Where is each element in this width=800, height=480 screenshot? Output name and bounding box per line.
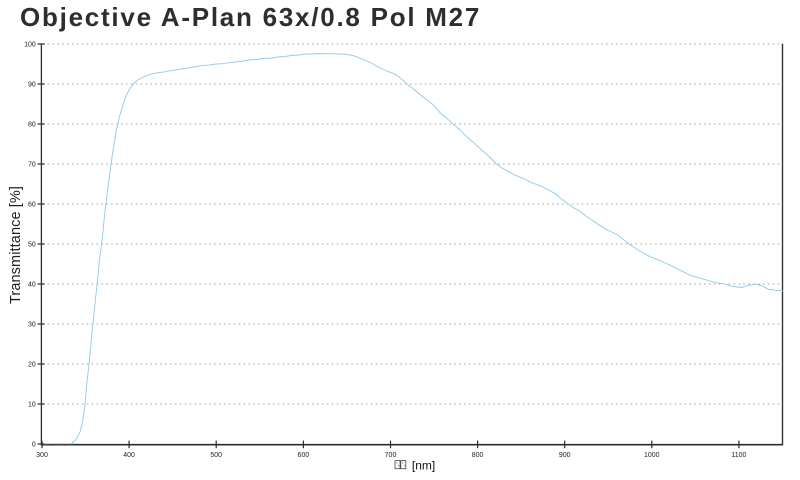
svg-text:700: 700 xyxy=(385,452,397,459)
svg-text:Transmittance [%]: Transmittance [%] xyxy=(8,186,24,304)
svg-text:100: 100 xyxy=(24,41,36,48)
svg-text:10: 10 xyxy=(28,401,36,408)
svg-text:800: 800 xyxy=(472,452,484,459)
svg-text:20: 20 xyxy=(28,361,36,368)
svg-text:90: 90 xyxy=(28,81,36,88)
svg-text:300: 300 xyxy=(36,452,48,459)
svg-text:50: 50 xyxy=(28,241,36,248)
svg-text:600: 600 xyxy=(298,452,310,459)
svg-text:900: 900 xyxy=(559,452,571,459)
svg-text:1000: 1000 xyxy=(644,452,660,459)
svg-text:60: 60 xyxy=(28,201,36,208)
svg-text:1100: 1100 xyxy=(731,452,746,459)
svg-text:30: 30 xyxy=(28,321,36,328)
svg-text:70: 70 xyxy=(28,161,36,168)
svg-text:500: 500 xyxy=(210,452,222,459)
svg-text:0: 0 xyxy=(32,441,36,448)
svg-text:[nm]: [nm] xyxy=(409,458,436,472)
svg-text:400: 400 xyxy=(123,452,135,459)
svg-text:40: 40 xyxy=(28,281,36,288)
svg-text:80: 80 xyxy=(28,121,36,128)
